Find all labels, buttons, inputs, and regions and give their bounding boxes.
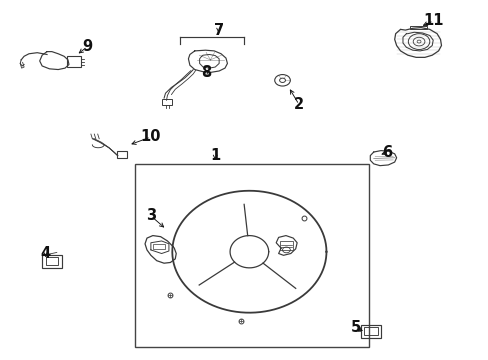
Text: 7: 7 [213, 23, 224, 37]
Text: 9: 9 [82, 39, 92, 54]
Text: 8: 8 [201, 65, 211, 80]
Text: 5: 5 [350, 320, 360, 334]
Bar [153, 244, 164, 249]
Text: 3: 3 [145, 208, 156, 223]
Bar [66, 55, 81, 67]
Bar [135, 164, 368, 347]
Text: 11: 11 [423, 13, 443, 28]
Text: 10: 10 [141, 130, 161, 144]
Bar [45, 257, 58, 265]
Bar [161, 99, 172, 105]
Text: 1: 1 [210, 148, 220, 163]
Bar [363, 327, 377, 335]
Bar [279, 241, 293, 250]
Text: 2: 2 [293, 97, 304, 112]
Bar [409, 26, 427, 30]
Text: 6: 6 [382, 144, 392, 159]
Text: 4: 4 [41, 246, 51, 261]
Bar [42, 255, 61, 267]
Bar [360, 325, 380, 338]
Bar [117, 151, 127, 158]
